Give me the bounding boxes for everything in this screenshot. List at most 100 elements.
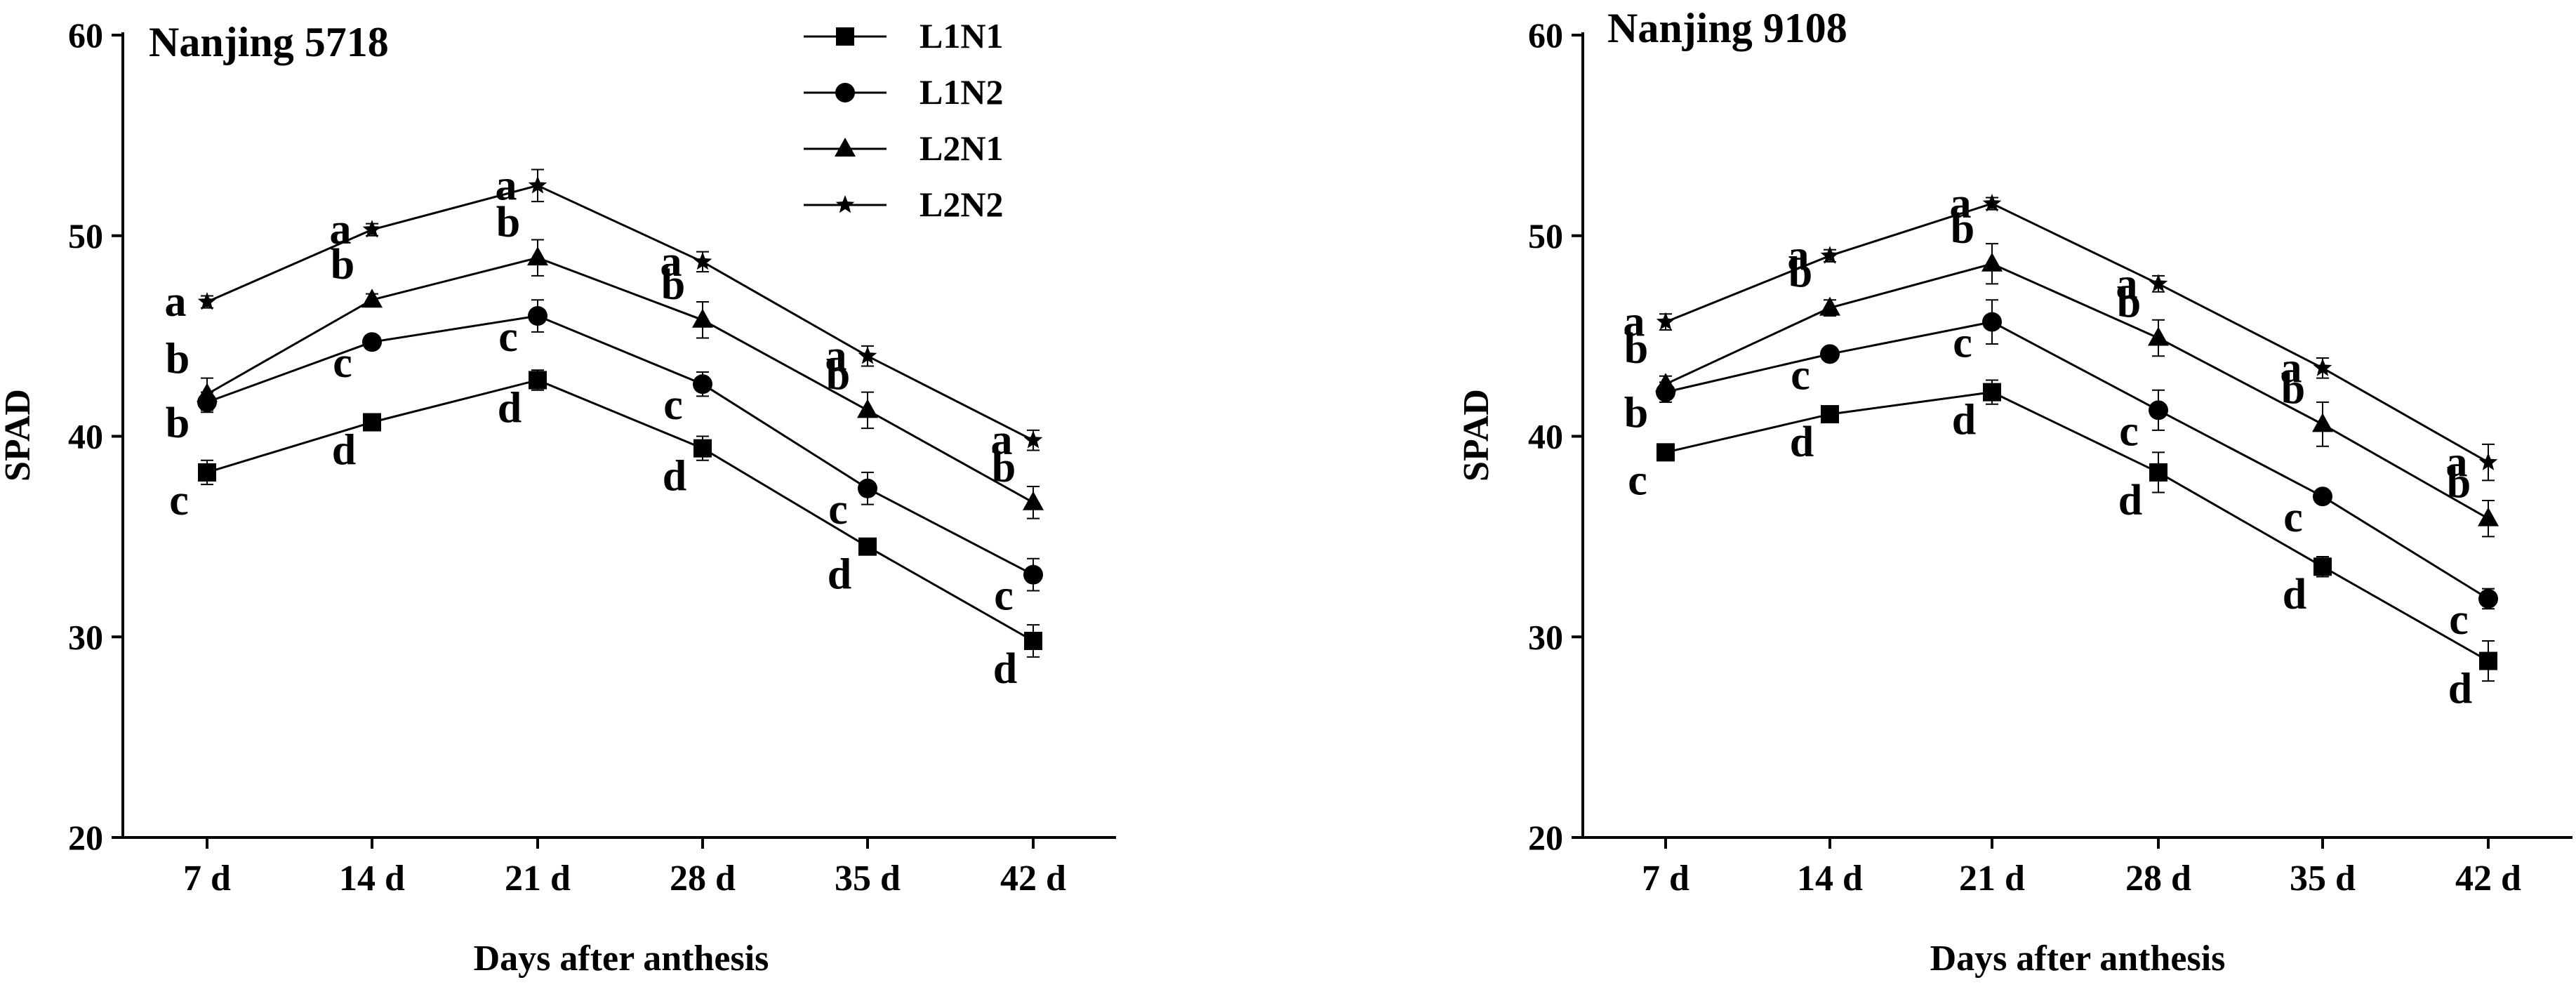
- marker-circle: [858, 478, 877, 498]
- significance-letter: c: [2449, 596, 2469, 644]
- marker-circle: [2149, 400, 2168, 420]
- significance-letter: a: [991, 416, 1013, 464]
- significance-letter: c: [994, 572, 1014, 620]
- marker-square: [2479, 651, 2497, 670]
- marker-square: [1024, 631, 1042, 650]
- panel-title: Nanjing 9108: [1607, 5, 1847, 51]
- legend: L1N1 L1N2 L2N1 L2N2: [804, 16, 1003, 224]
- significance-letter: b: [1788, 249, 1812, 297]
- marker-square: [836, 27, 854, 46]
- x-tick-label: 7 d: [1642, 859, 1689, 899]
- x-tick-label: 35 d: [835, 859, 901, 899]
- significance-letter: a: [1624, 298, 1645, 346]
- marker-star: [197, 292, 217, 310]
- series-line: [206, 184, 1034, 442]
- significance-letter: c: [1953, 319, 1972, 367]
- significance-letter: d: [993, 645, 1017, 693]
- significance-letter: b: [1624, 390, 1648, 437]
- marker-circle: [835, 83, 855, 102]
- significance-letter: b: [496, 199, 520, 246]
- panel-nanjing-5718: Nanjing 5718 Days after anthesis SPAD L1…: [0, 15, 1116, 979]
- significance-letter: d: [663, 453, 686, 501]
- y-tick-label: 20: [68, 818, 103, 857]
- significance-letter: b: [2447, 460, 2471, 508]
- significance-letter: a: [825, 332, 847, 380]
- significance-letter: b: [166, 399, 190, 447]
- significance-letter: b: [166, 335, 190, 383]
- marker-star: [693, 251, 712, 270]
- marker-triangle: [2312, 413, 2333, 432]
- y-tick-label: 30: [68, 617, 103, 656]
- x-tick-label: 21 d: [1959, 859, 2025, 899]
- marker-star: [1023, 430, 1043, 449]
- y-tick-label: 60: [1528, 15, 1563, 55]
- legend-item-l2n1: L2N1: [804, 128, 1003, 168]
- series-line: [206, 314, 1034, 576]
- y-axis-label: SPAD: [1456, 389, 1496, 482]
- significance-letter: c: [2119, 407, 2139, 455]
- marker-square: [1983, 383, 2001, 402]
- significance-letter: c: [333, 339, 352, 387]
- marker-triangle: [692, 308, 713, 328]
- legend-item-l2n2: L2N2: [804, 185, 1003, 224]
- legend-label: L2N1: [919, 128, 1003, 168]
- significance-letter: c: [663, 381, 683, 429]
- marker-circle: [1982, 312, 2002, 332]
- marker-star: [1820, 246, 1840, 264]
- significance-letter: a: [1788, 232, 1810, 279]
- significance-letter: d: [498, 384, 522, 432]
- series-line: [1665, 263, 2489, 520]
- panel-title: Nanjing 5718: [149, 19, 389, 65]
- marker-square: [198, 463, 216, 482]
- marker-star: [1656, 312, 1675, 330]
- y-tick-label: 50: [68, 216, 103, 256]
- significance-letter: a: [330, 206, 352, 253]
- marker-circle: [362, 332, 382, 352]
- marker-star: [2478, 452, 2498, 470]
- marker-triangle: [361, 289, 383, 308]
- significance-letter: b: [331, 241, 354, 289]
- y-tick-label: 60: [68, 15, 103, 55]
- significance-letter: c: [2283, 493, 2303, 541]
- marker-square: [2313, 557, 2332, 576]
- legend-label: L1N2: [919, 72, 1003, 112]
- series-l2n2: a a a a a a: [165, 161, 1043, 464]
- legend-item-l1n1: L1N1: [804, 16, 1003, 55]
- x-tick-label: 28 d: [2125, 859, 2191, 899]
- significance-letter: c: [169, 477, 189, 524]
- marker-circle: [2478, 588, 2498, 609]
- y-tick-label: 20: [1528, 818, 1563, 857]
- marker-triangle: [527, 246, 548, 266]
- significance-letter: b: [2117, 279, 2141, 326]
- legend-label: L2N2: [919, 185, 1003, 224]
- x-axis-label: Days after anthesis: [1930, 939, 2226, 979]
- marker-square: [529, 371, 547, 390]
- significance-letter: a: [2446, 439, 2468, 486]
- series-l2n2: a a a a a a: [1624, 180, 2498, 486]
- marker-star: [835, 195, 855, 213]
- significance-letter: b: [661, 261, 685, 309]
- significance-letter: d: [1952, 397, 1976, 444]
- significance-letter: c: [498, 313, 518, 361]
- y-axis-label: SPAD: [0, 389, 38, 482]
- marker-star: [1982, 194, 2002, 212]
- series-line: [1665, 321, 2489, 600]
- marker-star: [362, 220, 382, 238]
- y-tick-label: 50: [1528, 216, 1563, 256]
- significance-letter: d: [332, 426, 356, 474]
- marker-triangle: [857, 399, 878, 418]
- marker-triangle: [2148, 326, 2169, 346]
- marker-square: [693, 439, 712, 458]
- x-tick-label: 7 d: [183, 859, 231, 899]
- significance-letter: b: [1624, 325, 1648, 373]
- legend-label: L1N1: [919, 16, 1003, 55]
- marker-star: [528, 175, 547, 194]
- significance-letter: a: [496, 161, 517, 209]
- significance-letter: a: [660, 238, 682, 286]
- marker-circle: [693, 374, 712, 395]
- x-tick-label: 21 d: [505, 859, 571, 899]
